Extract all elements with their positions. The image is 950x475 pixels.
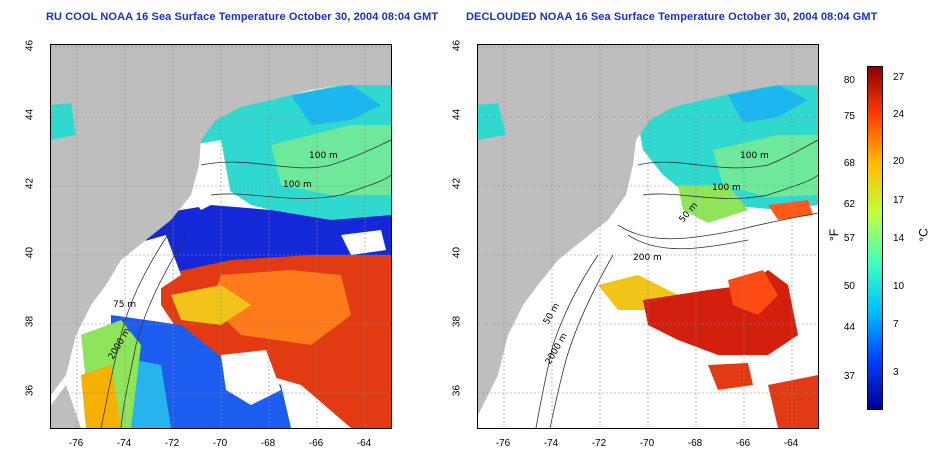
lat-tick-label: 36 xyxy=(24,384,36,397)
land-mass xyxy=(51,45,391,395)
cloud-patch xyxy=(221,350,281,405)
lon-tick-label: -66 xyxy=(735,438,751,449)
lon-tick-label: -74 xyxy=(116,438,132,449)
colorbar-fahrenheit-tick: 75 xyxy=(843,111,855,122)
georges-bank-water xyxy=(271,125,391,195)
warm-patch xyxy=(708,363,753,390)
contour-label-200m: 200 m xyxy=(633,253,662,263)
colorbar-fahrenheit-tick: 50 xyxy=(843,281,855,292)
cloud-patch xyxy=(126,235,181,295)
fahrenheit-unit-label: °F xyxy=(827,228,842,242)
lat-tick-label: 46 xyxy=(451,39,463,52)
colorbar-celsius-tick: 20 xyxy=(893,156,905,167)
temperature-colorbar xyxy=(867,66,883,410)
contour-label-100m: 100 m xyxy=(283,180,312,190)
colorbar-fahrenheit-tick: 37 xyxy=(843,371,855,382)
colorbar-celsius-tick: 17 xyxy=(893,195,905,206)
colorbar-celsius-tick: 14 xyxy=(893,233,905,244)
warm-patch xyxy=(768,375,818,428)
bay-of-fundy-water xyxy=(728,85,808,123)
land-mass xyxy=(478,45,818,415)
shelf-green-water xyxy=(678,185,748,223)
lon-tick-label: -66 xyxy=(308,438,324,449)
right-map-title: DECLOUDED NOAA 16 Sea Surface Temperatur… xyxy=(466,11,878,23)
lon-tick-label: -74 xyxy=(543,438,559,449)
lon-tick-label: -76 xyxy=(495,438,511,449)
lat-tick-label: 38 xyxy=(451,315,463,328)
lat-tick-label: 40 xyxy=(24,246,36,259)
lon-tick-label: -70 xyxy=(212,438,228,449)
left-map-title: RU COOL NOAA 16 Sea Surface Temperature … xyxy=(46,11,439,23)
colorbar-fahrenheit-tick: 68 xyxy=(843,158,855,169)
warm-patch xyxy=(768,200,813,220)
lon-tick-label: -70 xyxy=(639,438,655,449)
lon-tick-label: -64 xyxy=(356,438,372,449)
lat-tick-label: 40 xyxy=(451,246,463,259)
lon-tick-label: -72 xyxy=(164,438,180,449)
coastal-water xyxy=(51,103,76,140)
lat-tick-label: 42 xyxy=(24,177,36,190)
contour-label-100m: 100 m xyxy=(712,183,741,193)
lat-tick-label: 38 xyxy=(24,315,36,328)
lat-tick-label: 44 xyxy=(24,108,36,121)
declouded-sst-map-canvas: 100 m 100 m 50 m 200 m 50 m 2000 m xyxy=(478,45,818,428)
contour-label-75m: 75 m xyxy=(113,300,136,310)
land-mass xyxy=(51,385,81,428)
warm-core-water xyxy=(211,270,351,345)
colorbar-fahrenheit-tick: 80 xyxy=(843,75,855,86)
lat-tick-label: 44 xyxy=(451,108,463,121)
yellow-water xyxy=(171,285,251,325)
colorbar-fahrenheit-tick: 62 xyxy=(843,199,855,210)
lat-tick-label: 36 xyxy=(451,384,463,397)
contour-label-100m: 100 m xyxy=(740,151,769,161)
lat-tick-label: 46 xyxy=(24,39,36,52)
bay-of-fundy-water xyxy=(291,85,381,125)
coastal-water xyxy=(478,103,506,140)
colorbar-celsius-tick: 27 xyxy=(893,72,905,83)
colorbar-celsius-tick: 3 xyxy=(893,367,899,378)
lon-tick-label: -64 xyxy=(783,438,799,449)
lon-tick-label: -68 xyxy=(687,438,703,449)
raw-sst-map-canvas: 100 m 100 m 75 m 2000 m xyxy=(51,45,391,428)
lon-tick-label: -76 xyxy=(68,438,84,449)
colorbar-celsius-tick: 10 xyxy=(893,281,905,292)
cloud-patch xyxy=(341,230,386,255)
lon-tick-label: -68 xyxy=(260,438,276,449)
declouded-sst-map: 100 m 100 m 50 m 200 m 50 m 2000 m xyxy=(477,44,819,429)
raw-sst-map: 100 m 100 m 75 m 2000 m xyxy=(50,44,392,429)
colorbar-fahrenheit-tick: 44 xyxy=(843,322,855,333)
colorbar-celsius-tick: 7 xyxy=(893,319,899,330)
lon-tick-label: -72 xyxy=(591,438,607,449)
lat-tick-label: 42 xyxy=(451,177,463,190)
celsius-unit-label: °C xyxy=(916,228,931,242)
warm-core-water xyxy=(728,270,778,315)
contour-label-100m: 100 m xyxy=(309,151,338,161)
colorbar-celsius-tick: 24 xyxy=(893,109,905,120)
colorbar-fahrenheit-tick: 57 xyxy=(843,233,855,244)
